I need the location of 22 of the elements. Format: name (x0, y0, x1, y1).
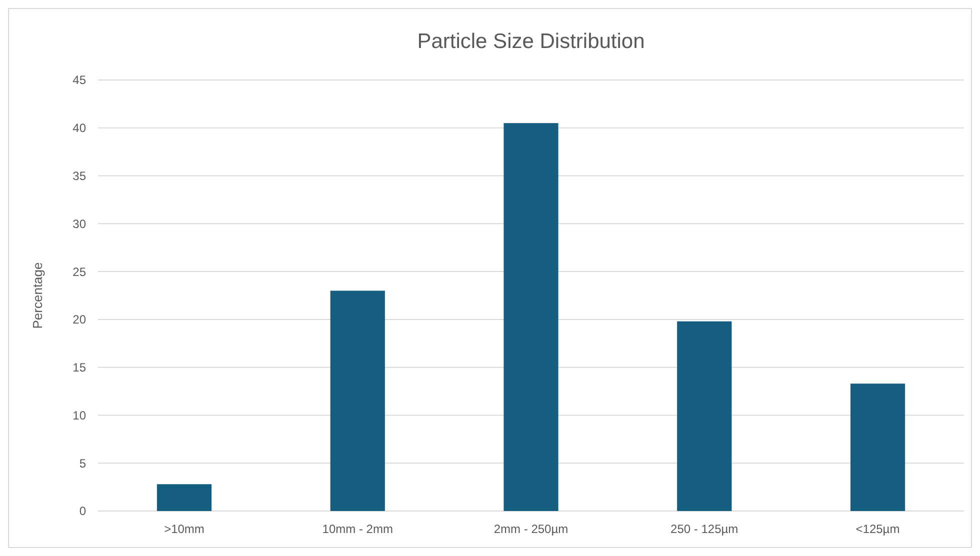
bar (677, 321, 732, 511)
y-tick-label: 0 (79, 504, 86, 518)
y-axis-title: Percentage (30, 262, 45, 329)
bar (330, 290, 385, 511)
y-tick-label: 25 (72, 264, 86, 279)
bar (504, 123, 558, 511)
y-tick-label: 20 (72, 312, 86, 327)
y-tick-label: 45 (72, 73, 86, 88)
x-tick-label: 10mm - 2mm (322, 522, 393, 536)
y-tick-label: 35 (72, 168, 86, 183)
y-tick-label: 10 (72, 408, 86, 422)
x-tick-label: <125µm (856, 522, 900, 536)
bar (156, 484, 212, 511)
chart-title: Particle Size Distribution (417, 30, 645, 53)
bar (850, 384, 906, 511)
x-tick-label: 250 - 125µm (670, 522, 738, 536)
y-tick-label: 30 (72, 216, 86, 231)
x-tick-label: 2mm - 250µm (494, 522, 568, 536)
y-tick-label: 15 (72, 360, 86, 375)
y-tick-label: 5 (79, 456, 86, 470)
x-tick-label: >10mm (164, 522, 204, 536)
y-tick-label: 40 (72, 121, 86, 136)
